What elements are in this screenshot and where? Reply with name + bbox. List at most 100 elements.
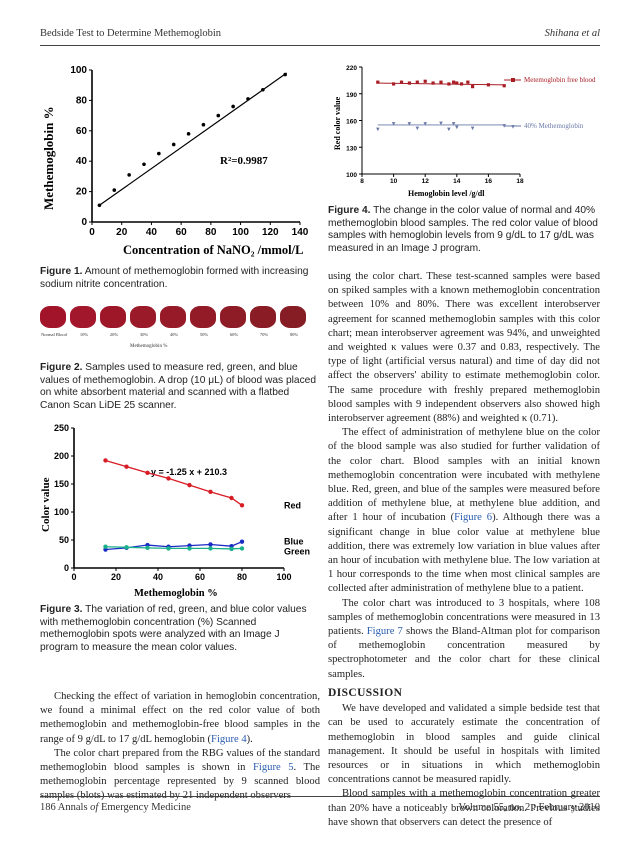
fig1-x-tick-label: 40: [146, 227, 158, 238]
figure-1-caption: Figure 1. Amount of methemoglobin formed…: [40, 266, 320, 291]
right-paragraph-1: using the color chart. These test-scanne…: [328, 271, 600, 425]
fig4-point-met: ▼: [451, 122, 457, 128]
fig4-legend-marker-free: [511, 78, 515, 82]
fig4-point-met: ▼: [375, 127, 381, 133]
fig3-series-label: Green: [284, 546, 310, 556]
rp3b: shows the Bland-Altman plot for comparis…: [328, 626, 601, 680]
blood-spot: [130, 306, 156, 328]
fig3-x-tick-label: 60: [195, 572, 205, 582]
fig4-x-tick-label: 18: [516, 178, 524, 185]
footer-left-pre: 186 Annals: [40, 802, 91, 813]
rp2a: The effect of administration of methylen…: [328, 427, 600, 524]
fig3-y-tick-label: 100: [54, 507, 69, 517]
link-figure-6[interactable]: Figure 6: [454, 512, 493, 524]
link-figure-5[interactable]: Figure 5: [253, 762, 294, 774]
fig3-caption-label: Figure 3.: [40, 604, 83, 615]
fig4-y-tick-label: 190: [346, 92, 357, 99]
fig4-legend-2: 40% Methemoglobin: [524, 122, 584, 130]
right-paragraph-5: Blood samples with a methemoglobin conce…: [328, 788, 600, 828]
fig4-point-free: [486, 83, 490, 87]
fig1-fit-line: [99, 72, 287, 206]
fig4-point-free: [452, 80, 456, 84]
fig3-point-blue: [239, 539, 245, 544]
fig3-point-green: [145, 545, 150, 551]
fig4-y-tick-label: 130: [346, 145, 357, 152]
fig1-y-tick-label: 100: [70, 65, 87, 76]
blood-spot-label: Normal Blood: [41, 332, 67, 337]
fig1-data-point: [231, 104, 235, 109]
link-figure-7[interactable]: Figure 7: [366, 626, 403, 638]
fig3-x-tick-label: 20: [111, 572, 121, 582]
fig1-y-label: Methemoglobin %: [41, 106, 56, 210]
left-paragraph-1: Checking the effect of variation in hemo…: [40, 690, 320, 747]
fig3-caption-text: The variation of red, green, and blue co…: [40, 604, 307, 653]
fig3-point-green: [103, 544, 108, 549]
fig4-x-label: Hemoglobin level /g/dl: [408, 189, 485, 198]
right-paragraph-4: We have developed and validated a simple…: [328, 703, 600, 786]
fig3-x-tick-label: 0: [71, 572, 76, 582]
blood-spot: [220, 306, 246, 328]
right-paragraph-2: The effect of administration of methylen…: [328, 426, 600, 596]
fig1-data-point: [186, 132, 191, 136]
fig4-legend-marker-met: ▼: [510, 125, 516, 131]
lp2a: The color chart prepared from the RBG va…: [40, 747, 320, 774]
fig4-point-free: [431, 81, 435, 85]
fig3-point-red: [239, 503, 245, 508]
figure-3-chart: Color value Methemoglobin % y = -1.25 x …: [40, 423, 310, 599]
fig1-x-tick-label: 80: [205, 227, 217, 238]
left-column-text: Checking the effect of variation in hemo…: [40, 690, 320, 804]
fig1-y-tick-label: 40: [76, 156, 88, 167]
blood-spot-label: 60%: [229, 332, 239, 337]
blood-spot-label: 40%: [169, 332, 179, 337]
fig4-point-free: [439, 80, 443, 84]
fig1-data-point: [157, 151, 161, 156]
fig3-x-tick-label: 80: [237, 572, 247, 582]
fig4-point-met: ▼: [406, 122, 412, 128]
blood-spot-label: 80%: [289, 332, 299, 337]
fig3-point-red: [145, 470, 150, 475]
blood-spot-label: 10%: [79, 332, 89, 337]
lp1a: Checking the effect of variation in hemo…: [40, 691, 320, 745]
fig3-y-tick-label: 200: [54, 451, 69, 461]
fig3-y-tick-label: 50: [59, 535, 69, 545]
fig1-data-point: [97, 203, 102, 208]
blood-spot: [250, 306, 276, 328]
running-header-right: Shihana et al: [544, 28, 600, 39]
fig4-caption-label: Figure 4.: [328, 205, 371, 216]
right-paragraph-3: The color chart was introduced to 3 hosp…: [328, 597, 600, 682]
fig4-legend-1: Metemoglobin free blood: [524, 76, 596, 84]
fig2-caption-text: Samples used to measure red, green, and …: [40, 362, 317, 411]
fig3-series-label: Red: [284, 500, 301, 510]
figure-1-chart: Methemoglobin % Concentration of NaNO₂ /…: [41, 65, 309, 257]
fig4-point-met: ▼: [470, 126, 476, 132]
blood-spot: [280, 306, 306, 328]
figure-2-strip: Normal Blood 10% 20% 30% 40% 50% 60% 70% 80% Meth…: [40, 302, 308, 354]
fig4-point-met: ▼: [438, 121, 444, 127]
fig4-point-free: [447, 82, 451, 86]
fig3-series-label: Blue: [284, 537, 304, 547]
fig4-y-label: Red color value: [333, 96, 342, 150]
figure-2-caption: Figure 2. Samples used to measure red, g…: [40, 362, 320, 412]
fig3-y-tick-label: 250: [54, 423, 69, 433]
footer-left-of: of: [90, 802, 99, 813]
fig1-x-tick-label: 0: [89, 227, 95, 238]
fig4-point-free: [407, 81, 411, 85]
fig1-data-point: [142, 162, 146, 167]
fig4-x-tick-label: 14: [453, 178, 461, 185]
fig4-point-met: ▼: [414, 126, 420, 132]
blood-spot: [40, 306, 66, 328]
fig1-x-tick-label: 60: [176, 227, 188, 238]
figure-3-caption: Figure 3. The variation of red, green, a…: [40, 604, 320, 654]
rp3a: The color chart was introduced to 3 hosp…: [328, 597, 600, 638]
fig4-point-free: [471, 85, 475, 89]
fig3-series-line-red: [105, 459, 243, 506]
fig2-caption-label: Figure 2.: [40, 362, 83, 373]
fig3-point-green: [166, 546, 171, 551]
lp2b: . The methemoglobin percentage represent…: [40, 762, 321, 802]
fig3-point-green: [124, 545, 129, 550]
fig3-point-red: [187, 482, 192, 488]
fig3-x-tick-label: 40: [153, 572, 163, 582]
fig3-point-red: [208, 489, 213, 495]
fig4-y-tick-label: 160: [346, 119, 357, 126]
link-figure-4[interactable]: Figure 4: [211, 733, 247, 745]
